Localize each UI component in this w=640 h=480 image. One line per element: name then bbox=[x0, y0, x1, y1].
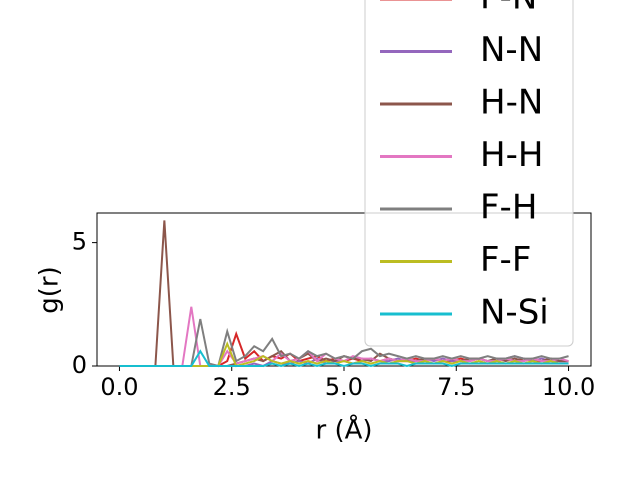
x-tick-label: 10.0 bbox=[542, 373, 595, 401]
y-axis-label: g(r) bbox=[35, 266, 65, 313]
series-line bbox=[119, 318, 569, 368]
y-tick-label: 0 bbox=[72, 351, 87, 379]
legend-label: F-N bbox=[480, 0, 537, 18]
x-tick-label: 0.0 bbox=[100, 373, 138, 401]
legend: F-N N-N H-N H-H F-H F-F N-Si bbox=[364, 0, 574, 347]
x-tick-label: 5.0 bbox=[325, 373, 363, 401]
y-tick-label: 5 bbox=[72, 228, 87, 256]
x-tick-label: 2.5 bbox=[213, 373, 251, 401]
legend-label: H-N bbox=[480, 83, 543, 123]
series-line bbox=[119, 341, 569, 368]
legend-label: F-F bbox=[480, 240, 531, 280]
x-axis-label: r (Å) bbox=[315, 414, 372, 446]
legend-label: N-N bbox=[480, 30, 543, 70]
legend-label: F-H bbox=[480, 188, 537, 228]
series-line bbox=[119, 349, 569, 368]
x-tick-label: 7.5 bbox=[437, 373, 475, 401]
legend-label: N-Si bbox=[480, 293, 549, 333]
legend-label: H-H bbox=[480, 135, 543, 175]
legend-box bbox=[364, 0, 574, 347]
